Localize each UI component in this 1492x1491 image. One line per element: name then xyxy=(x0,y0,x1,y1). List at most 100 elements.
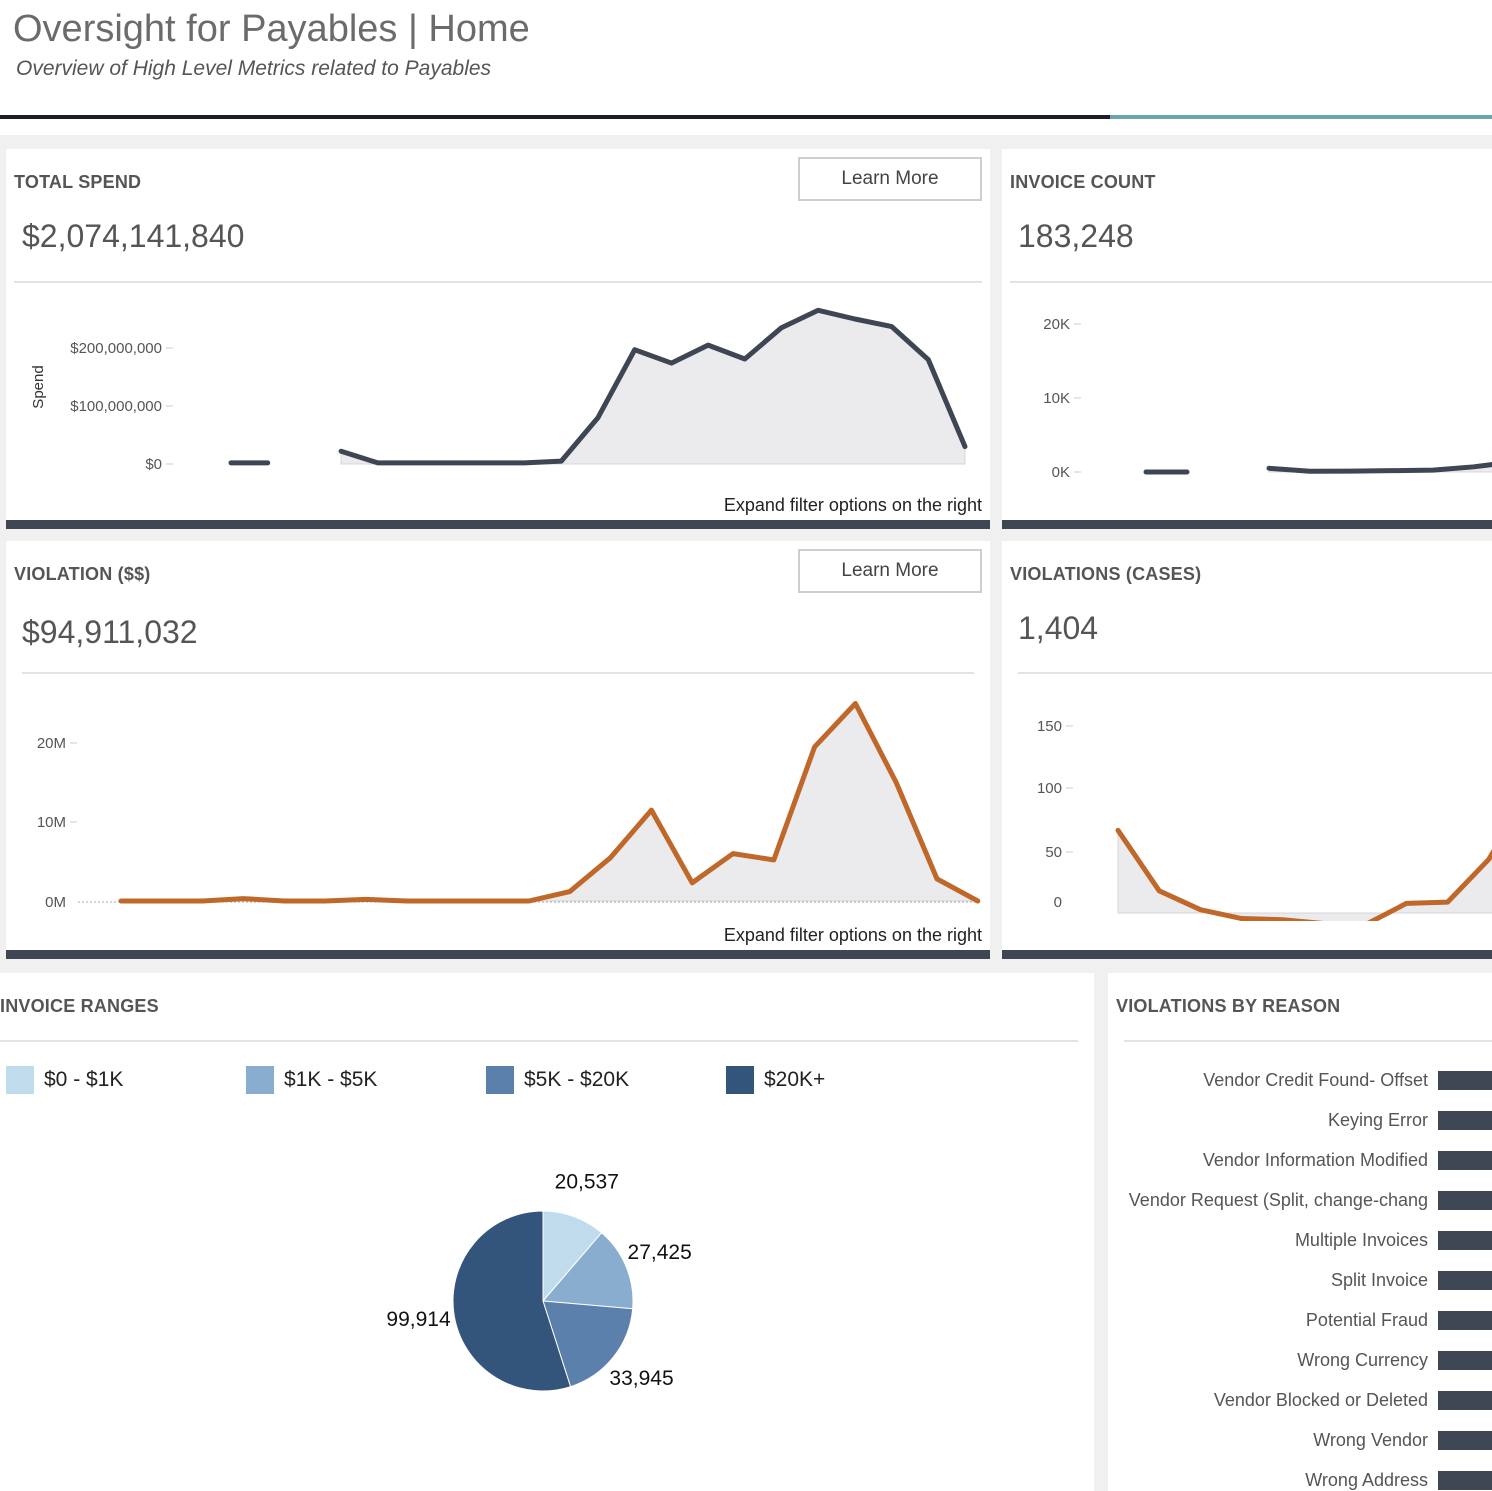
area-fill xyxy=(340,309,966,465)
pie-data-label: 33,945 xyxy=(609,1367,673,1390)
data-point xyxy=(446,900,448,902)
violations-cases-chart: 150 100 50 0 xyxy=(1037,718,1492,921)
divider xyxy=(1124,1040,1492,1042)
legend-item[interactable]: $0 - $1K xyxy=(6,1066,123,1094)
learn-more-button[interactable]: Learn More xyxy=(798,549,982,593)
data-point xyxy=(560,460,562,462)
reason-label: Wrong Vendor xyxy=(1313,1430,1428,1450)
header-rule-accent xyxy=(1110,115,1492,119)
data-point xyxy=(1158,890,1160,892)
reason-label: Wrong Address xyxy=(1305,1470,1428,1490)
legend-item[interactable]: $5K - $20K xyxy=(486,1066,629,1094)
data-point xyxy=(597,417,599,419)
expand-filter-note: Expand filter options on the right xyxy=(723,495,982,515)
data-point xyxy=(1488,858,1490,860)
data-point xyxy=(414,462,415,464)
data-point xyxy=(891,326,893,328)
y-tick-label: 0 xyxy=(1054,894,1062,911)
pie-slice xyxy=(541,1232,634,1310)
data-point xyxy=(1268,467,1270,469)
series-line xyxy=(1115,827,1492,921)
invoice-count-value: 183,248 xyxy=(1018,218,1134,254)
header-rule-dark xyxy=(0,115,1110,119)
data-point xyxy=(487,900,489,902)
invoice-count-card: INVOICE COUNT 183,248 20K 10K 0K xyxy=(1002,149,1492,529)
data-point xyxy=(936,878,938,880)
reason-bar[interactable] xyxy=(1438,1351,1492,1370)
violation-dollars-value: $94,911,032 xyxy=(22,614,198,650)
total-spend-value: $2,074,141,840 xyxy=(22,218,245,254)
invoice-count-chart: 20K 10K 0K xyxy=(1043,316,1492,481)
reason-bar[interactable] xyxy=(1438,1231,1492,1250)
data-point xyxy=(365,898,367,900)
legend-item[interactable]: $1K - $5K xyxy=(246,1066,377,1094)
reason-bar[interactable] xyxy=(1438,1431,1492,1450)
legend-swatch xyxy=(6,1066,34,1094)
y-tick-label: 20K xyxy=(1043,316,1070,333)
data-point xyxy=(1432,469,1434,471)
data-point xyxy=(406,900,408,902)
data-point xyxy=(202,900,204,902)
data-point xyxy=(120,900,122,902)
y-axis-label: Spend xyxy=(30,365,47,408)
data-point xyxy=(524,462,526,464)
data-point xyxy=(569,891,571,893)
legend-swatch xyxy=(726,1066,754,1094)
reason-bar[interactable] xyxy=(1438,1311,1492,1330)
y-tick-label: 100 xyxy=(1037,780,1062,797)
expand-filter-note: Expand filter options on the right xyxy=(723,925,982,945)
reason-bar[interactable] xyxy=(1438,1391,1492,1410)
card-title: INVOICE RANGES xyxy=(0,996,159,1016)
data-point xyxy=(1199,909,1201,911)
legend-item[interactable]: $20K+ xyxy=(726,1066,825,1094)
violation-dollars-card: VIOLATION ($$) Learn More $94,911,032 20… xyxy=(6,541,990,959)
y-tick-label: 150 xyxy=(1037,718,1062,735)
data-point xyxy=(610,857,612,859)
series-line xyxy=(338,307,968,466)
pie-data-label: 27,425 xyxy=(628,1241,692,1264)
y-tick-label: 10M xyxy=(37,814,66,831)
total-spend-chart: Spend $200,000,000 $100,000,000 $0 xyxy=(30,307,968,473)
reason-label: Split Invoice xyxy=(1330,1270,1428,1290)
data-point xyxy=(242,898,244,900)
divider xyxy=(0,1040,1078,1042)
data-point xyxy=(1145,471,1147,473)
pie-slice xyxy=(542,1210,603,1303)
reason-label: Keying Error xyxy=(1327,1110,1428,1130)
y-tick-label: 0M xyxy=(45,894,66,911)
reason-bar[interactable] xyxy=(1438,1271,1492,1290)
series-line xyxy=(118,701,981,904)
reason-bar[interactable] xyxy=(1438,1191,1492,1210)
invoice-ranges-card: INVOICE RANGES $0 - $1K $1K - $5K $5K - … xyxy=(0,973,1094,1491)
data-point xyxy=(1473,466,1475,468)
reason-bar[interactable] xyxy=(1438,1111,1492,1130)
data-point xyxy=(1282,919,1284,921)
legend-label: $20K+ xyxy=(764,1068,826,1091)
y-tick-label: $100,000,000 xyxy=(70,398,162,415)
reason-bar[interactable] xyxy=(1438,1471,1492,1490)
legend-label: $1K - $5K xyxy=(284,1068,378,1091)
reason-label: Potential Fraud xyxy=(1305,1310,1428,1330)
data-point xyxy=(1447,901,1449,903)
reason-label: Wrong Currency xyxy=(1297,1350,1428,1370)
series-line xyxy=(1266,462,1492,474)
reason-bar[interactable] xyxy=(1438,1151,1492,1170)
data-point xyxy=(964,446,966,448)
data-point xyxy=(230,462,232,464)
violations-cases-value: 1,404 xyxy=(1018,610,1099,646)
divider xyxy=(1018,672,1492,674)
data-point xyxy=(634,349,636,351)
y-tick-label: 0K xyxy=(1052,464,1070,481)
reason-list: Vendor Credit Found- Offset Keying Error… xyxy=(1108,973,1492,1491)
reason-label: Vendor Request (Split, change-chang xyxy=(1128,1190,1428,1210)
divider xyxy=(22,672,974,674)
reason-bar[interactable] xyxy=(1438,1071,1492,1090)
data-point xyxy=(781,327,782,329)
data-point xyxy=(732,853,734,855)
data-point xyxy=(1391,470,1393,472)
pie-data-label: 99,914 xyxy=(386,1308,451,1331)
data-point xyxy=(1309,470,1311,472)
card-title: VIOLATIONS (CASES) xyxy=(1010,564,1202,584)
learn-more-button[interactable]: Learn More xyxy=(798,157,982,201)
y-tick-label: 50 xyxy=(1045,844,1062,861)
